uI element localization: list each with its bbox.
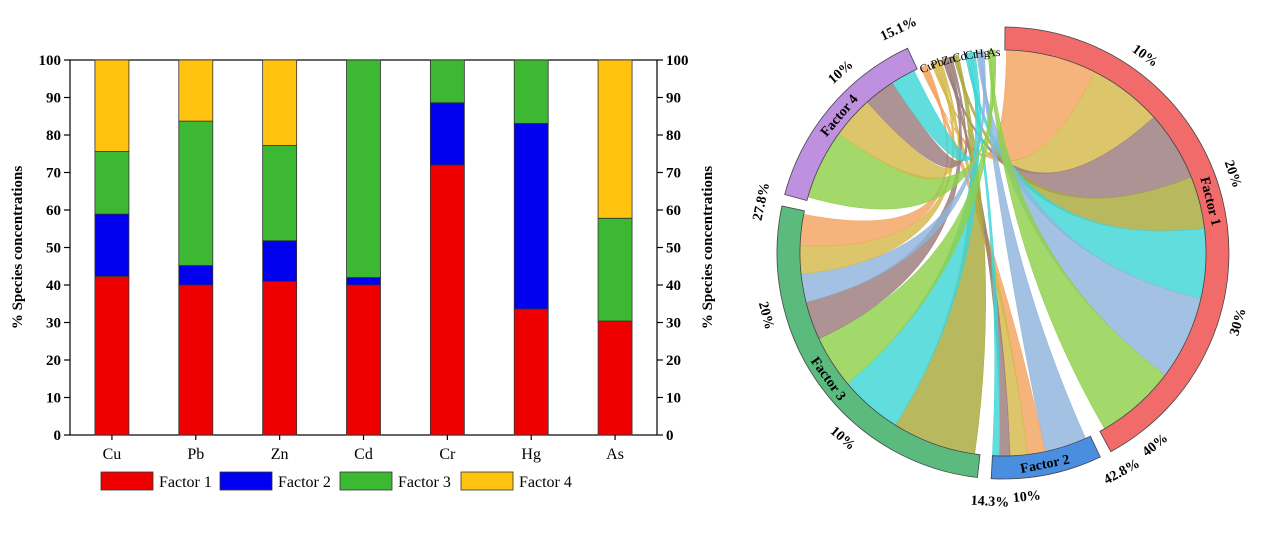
y-tick-label-left: 20: [46, 353, 61, 369]
stacked-bar-chart: 0 0 10 10 20 20 30 30 40 40 50 50 60 60 70 70 80 80 90 90 10…: [10, 53, 716, 491]
bar-segment-cu-factor-1: [94, 275, 130, 436]
bar-segment-as-factor-1: [597, 320, 633, 436]
chord-total-label-factor-4: 15.1%: [878, 15, 919, 45]
legend-swatch-factor-4: [460, 471, 514, 491]
y-tick-label-right: 60: [666, 203, 681, 219]
y-tick-label-left: 100: [39, 53, 62, 69]
bar-segment-pb-factor-1: [178, 284, 214, 436]
y-tick-label-left: 40: [46, 278, 61, 294]
bar-segment-zn-factor-3: [262, 145, 298, 242]
chord-tick-label: 20%: [755, 300, 777, 331]
chord-total-label-factor-2: 14.3%: [970, 494, 1009, 511]
chord-ribbon-cr-factor-2: [967, 52, 1001, 457]
chord-total-label-factor-3: 27.8%: [751, 181, 774, 222]
bar-segment-cd-factor-1: [346, 284, 381, 436]
chord-metal-label-zn: Zn: [940, 51, 957, 68]
chord-ribbon-as-factor-1: [987, 50, 1166, 430]
bar-segment-pb-factor-4: [178, 59, 214, 122]
bar-segment-cu-factor-3: [94, 151, 130, 215]
y-tick-label-right: 10: [666, 391, 681, 407]
bar-segment-pb-factor-2: [178, 265, 214, 286]
y-tick-label-left: 80: [46, 128, 61, 144]
chord-metal-label-cr: Cr: [964, 47, 978, 63]
chord-metal-label-as: As: [987, 45, 1001, 60]
bar-segment-zn-factor-1: [262, 280, 298, 436]
x-tick-label-as: As: [606, 446, 624, 463]
legend-swatch-factor-1: [100, 471, 154, 491]
chord-metal-label-cu: Cu: [917, 58, 935, 76]
bar-segment-zn-factor-4: [262, 59, 298, 146]
bar-segment-hg-factor-3: [513, 59, 549, 124]
legend-swatch-factor-2: [219, 471, 273, 491]
chord-tick-label: 30%: [1227, 307, 1249, 338]
y-axis-title-left: % Species concentrations: [10, 166, 26, 329]
y-tick-label-left: 30: [46, 316, 61, 332]
y-tick-label-right: 40: [666, 278, 681, 294]
y-tick-label-left: 50: [46, 241, 61, 257]
x-tick-label-zn: Zn: [271, 446, 289, 463]
x-tick-label-cu: Cu: [103, 446, 122, 463]
chord-tick-label: 10%: [1012, 488, 1041, 506]
y-tick-label-right: 20: [666, 353, 681, 369]
y-tick-label-right: 0: [666, 428, 674, 444]
bar-segment-as-factor-3: [597, 217, 633, 322]
chord-total-label-factor-1: 42.8%: [1102, 456, 1143, 488]
bar-segment-pb-factor-3: [178, 120, 214, 266]
bar-segment-as-factor-4: [597, 59, 633, 219]
legend-label-factor-2: Factor 2: [278, 474, 331, 491]
chord-tick-label: 10%: [1129, 42, 1160, 71]
y-tick-label-right: 90: [666, 91, 681, 107]
chord-tick-label: 10%: [826, 58, 857, 88]
chord-tick-label: 40%: [1140, 431, 1171, 460]
chord-arc-factor-4: [784, 47, 918, 201]
y-tick-label-right: 100: [666, 53, 689, 69]
x-tick-label-hg: Hg: [521, 446, 541, 463]
x-tick-label-cd: Cd: [354, 446, 373, 463]
chord-metal-label-pb: Pb: [929, 54, 946, 71]
y-tick-label-right: 30: [666, 316, 681, 332]
chord-metal-label-hg: Hg: [974, 45, 990, 60]
y-tick-label-left: 0: [54, 428, 62, 444]
chord-ribbon-cr-factor-4: [892, 51, 981, 161]
bar-segment-zn-factor-2: [262, 240, 298, 282]
y-tick-label-left: 60: [46, 203, 61, 219]
chord-tick-label: 20%: [1221, 159, 1244, 190]
chord-ribbon-cu-factor-3: [799, 64, 949, 247]
chord-arc-factor-3: [776, 205, 981, 478]
bar-segment-cr-factor-2: [429, 102, 465, 166]
x-tick-label-pb: Pb: [187, 446, 204, 463]
bar-segment-cd-factor-2: [346, 277, 381, 286]
y-tick-label-right: 70: [666, 166, 681, 182]
y-tick-label-left: 10: [46, 391, 61, 407]
y-tick-label-left: 90: [46, 91, 61, 107]
bar-segment-cu-factor-2: [94, 213, 130, 277]
chord-tick-label: 10%: [827, 424, 858, 454]
chord-ribbon-hg-factor-2: [978, 50, 1086, 452]
y-tick-label-right: 50: [666, 241, 681, 257]
y-axis-title-right: % Species concentrations: [700, 166, 716, 329]
legend-swatch-factor-3: [339, 471, 393, 491]
chord-metal-label-cd: Cd: [951, 48, 968, 65]
legend-label-factor-4: Factor 4: [519, 474, 572, 491]
x-tick-label-cr: Cr: [439, 446, 456, 463]
y-tick-label-right: 80: [666, 128, 681, 144]
y-tick-label-left: 70: [46, 166, 61, 182]
bar-segment-hg-factor-2: [513, 122, 549, 310]
bar-segment-cu-factor-4: [94, 59, 130, 152]
legend-label-factor-1: Factor 1: [159, 474, 212, 491]
bar-segment-cr-factor-1: [429, 164, 465, 436]
legend-label-factor-3: Factor 3: [398, 474, 451, 491]
bar-segment-hg-factor-1: [513, 308, 549, 436]
chord-arc-factor-2: [990, 435, 1101, 480]
chord-arc-factor-1: [1004, 26, 1230, 453]
bar-segment-cr-factor-3: [429, 59, 465, 104]
chord-diagram: Factor 110%20%30%40%42.8%Factor 210%14.3…: [751, 15, 1250, 511]
bar-segment-cd-factor-3: [346, 59, 381, 278]
